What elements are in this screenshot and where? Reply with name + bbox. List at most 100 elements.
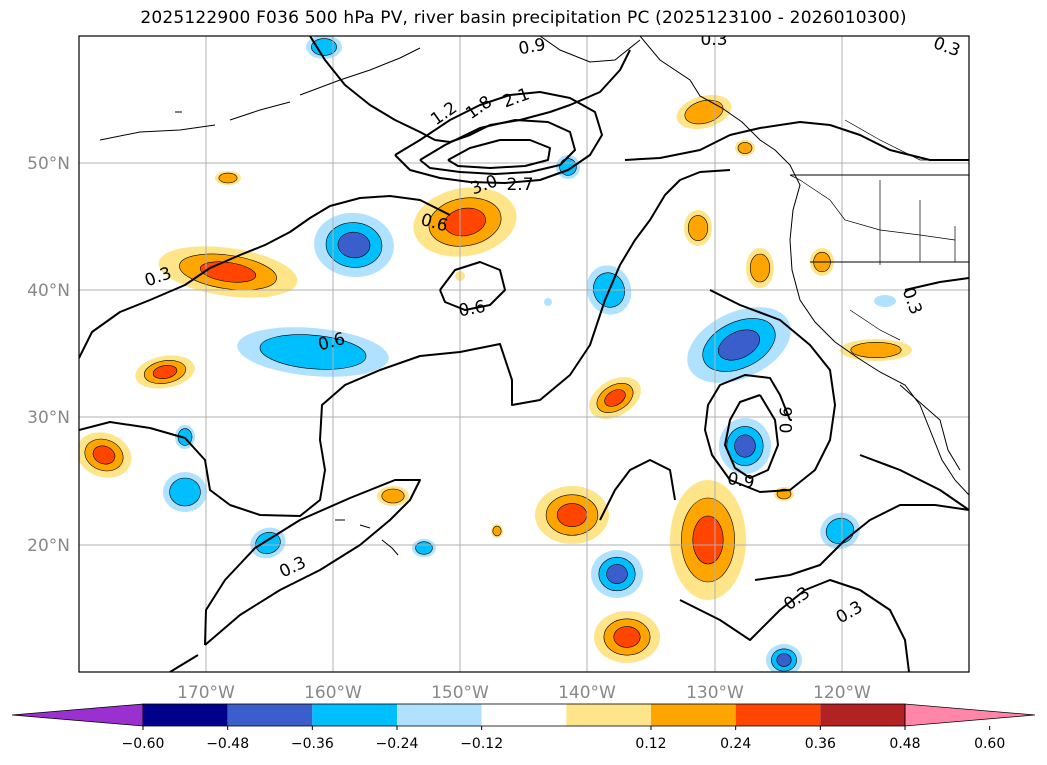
pv-contour-line (754, 504, 969, 581)
lon-label-150w: 150°W (431, 683, 489, 703)
lon-label-170w: 170°W (177, 683, 235, 703)
colorbar-extend-high (904, 703, 1036, 727)
precip-anomaly-patch (687, 215, 709, 241)
map-frame (78, 35, 970, 673)
chart-title: 2025122900 F036 500 hPa PV, river basin … (140, 8, 907, 28)
precip-anomaly-patch (737, 142, 753, 154)
map-area: 0.9 0.3 0.31.2 1.8 2.13.0 2.70.60.30.60.60.60… (78, 30, 970, 673)
coastline (539, 36, 641, 63)
precip-anomaly-patch (152, 365, 178, 379)
colorbar-tick-label: 0.48 (889, 736, 920, 752)
lat-label-50: 50°N (27, 154, 70, 174)
political-border (849, 309, 901, 341)
coastline (99, 124, 216, 141)
precip-anomaly-patch (717, 329, 761, 361)
lon-label-130w: 130°W (686, 683, 744, 703)
coastline (229, 101, 291, 121)
pv-contour-line (859, 454, 969, 511)
precip-anomaly-patch (311, 38, 337, 56)
pv-contour-line (704, 289, 836, 493)
precip-anomaly-patch (776, 653, 792, 667)
colorbar-box (566, 704, 651, 726)
map-background (79, 36, 969, 672)
colorbar-extend-low (11, 703, 144, 727)
colorbar-tick-label: −0.36 (291, 736, 334, 752)
lat-label-40: 40°N (27, 281, 70, 301)
pv-contour-line (394, 91, 603, 184)
coastline (899, 384, 961, 471)
colorbar-frame (142, 703, 906, 727)
lat-label-30: 30°N (27, 408, 70, 428)
coastlines (99, 36, 969, 556)
pv-contour-line (447, 139, 551, 169)
colorbar-tick-label: −0.48 (206, 736, 249, 752)
pv-contour-line (419, 119, 576, 175)
precip-anomaly-patch (606, 564, 628, 584)
pv-contour-line (599, 459, 676, 521)
pv-contour-line (679, 579, 910, 672)
longitude-labels: 170°W 160°W 150°W 140°W 130°W 120°W (177, 683, 871, 703)
coastline (639, 36, 969, 496)
precip-anomaly-patch (259, 334, 367, 370)
colorbar-box (143, 704, 228, 726)
precip-anomaly-patch (92, 445, 116, 465)
lon-label-160w: 160°W (304, 683, 362, 703)
precip-anomaly-patch (734, 434, 756, 458)
colorbar-tick-label: 0.60 (974, 736, 1005, 752)
colorbar-tick-label: −0.12 (460, 736, 503, 752)
lon-label-120w: 120°W (813, 683, 871, 703)
colorbar-box (312, 704, 397, 726)
latitude-labels: 50°N 40°N 30°N 20°N (27, 154, 70, 556)
coastline (335, 519, 399, 556)
colorbar-box (397, 704, 482, 726)
pv-contour-line (439, 261, 506, 311)
precip-anomaly-patch (874, 295, 896, 307)
pv-contour-line (624, 121, 969, 161)
precip-anomaly-patch (492, 525, 502, 537)
coastline (299, 47, 421, 96)
precip-anomaly-patch (444, 207, 486, 237)
pv-contour-label: 0.6 (457, 297, 487, 321)
colorbar: −0.60 −0.48 −0.36 −0.24 −0.12 0.12 0.24 0.36 0.4… (11, 703, 1036, 752)
precip-anomaly-patch (604, 389, 626, 407)
pv-contour-line (79, 169, 731, 517)
precip-anomaly-patch (169, 477, 201, 507)
pv-contour-line (169, 654, 199, 672)
colorbar-box (227, 704, 313, 726)
precip-anomaly-patch (544, 298, 552, 306)
precip-anomaly-patch (749, 253, 771, 283)
colorbar-tick-label: 0.12 (635, 736, 666, 752)
precip-anomaly-patch (337, 231, 371, 259)
precip-anomaly-patch (415, 541, 433, 555)
colorbar-tick-label: −0.24 (376, 736, 419, 752)
lat-label-20: 20°N (27, 536, 70, 556)
colorbar-boxes (11, 703, 1036, 727)
pv-contour-label: 0.6 (777, 406, 797, 433)
colorbar-box (820, 704, 905, 726)
precip-anomaly-patch (218, 172, 238, 184)
gridlines (79, 36, 969, 672)
colorbar-box (735, 704, 821, 726)
colorbar-tick-label: −0.60 (122, 736, 165, 752)
pv-contour-label: 0.3 (700, 30, 727, 50)
lon-label-140w: 140°W (558, 683, 616, 703)
colorbar-tick-label: 0.24 (720, 736, 751, 752)
pv-contour-line (79, 195, 451, 359)
colorbar-ticks: −0.60 −0.48 −0.36 −0.24 −0.12 0.12 0.24 0.36 0.4… (122, 726, 1005, 752)
pv-contour-label: 0.9 (726, 469, 756, 493)
pv-contour-line (904, 277, 969, 291)
colorbar-box (481, 704, 567, 726)
precip-anomaly-patch (556, 503, 588, 527)
pv-contour-line (724, 394, 779, 479)
colorbar-box (651, 704, 736, 726)
precip-anomaly-patch (692, 515, 724, 565)
pv-contour-label: 2.7 (506, 175, 533, 195)
precip-anomaly-patch (684, 99, 724, 125)
precip-anomaly-patch (613, 626, 641, 648)
precip-anomaly-patch (850, 341, 902, 358)
pv-contour-label: 0.9 (517, 35, 547, 59)
colorbar-tick-label: 0.36 (805, 736, 836, 752)
precip-anomaly-patch (381, 488, 405, 504)
pv-contour-line (204, 479, 421, 646)
